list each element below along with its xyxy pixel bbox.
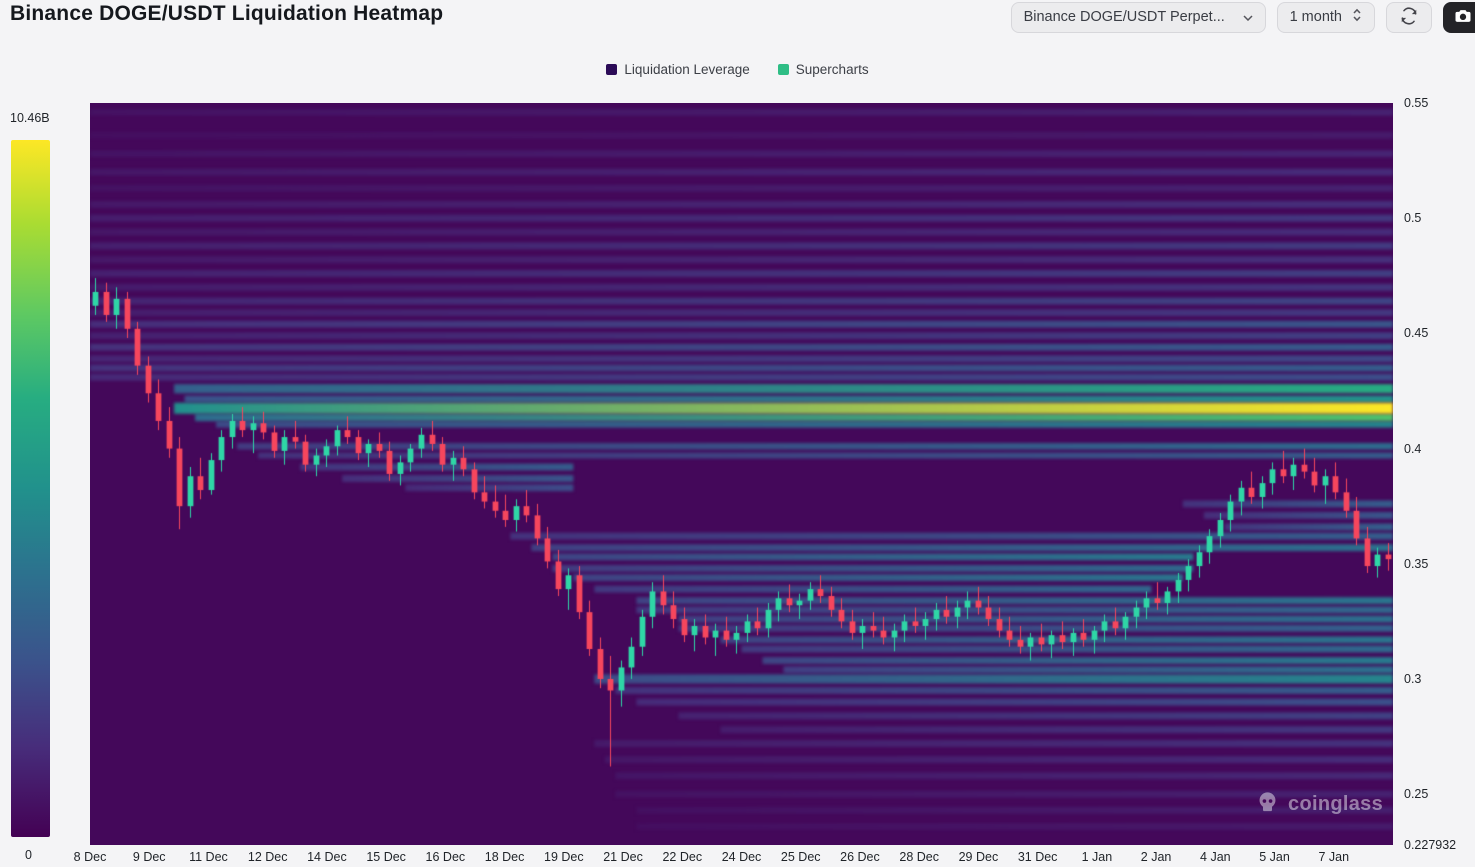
x-axis-label: 25 Dec bbox=[780, 850, 821, 864]
x-axis-label: 12 Dec bbox=[247, 850, 288, 864]
heatmap-chart: coinglass bbox=[90, 103, 1393, 845]
legend-swatch-liquidation bbox=[606, 64, 618, 75]
x-axis-label: 31 Dec bbox=[1017, 850, 1058, 864]
y-axis-label: 0.45 bbox=[1404, 326, 1429, 341]
range-select[interactable]: 1 month bbox=[1276, 1, 1375, 33]
legend-label: Liquidation Leverage bbox=[624, 62, 750, 77]
x-axis-label: 26 Dec bbox=[840, 850, 880, 864]
y-axis-label: 0.227932 bbox=[1404, 838, 1457, 852]
x-axis-label: 7 Jan bbox=[1318, 850, 1350, 864]
x-axis-label: 11 Dec bbox=[189, 850, 228, 864]
legend-item-supercharts[interactable]: Supercharts bbox=[777, 62, 869, 77]
x-axis-label: 14 Dec bbox=[307, 850, 347, 864]
refresh-icon bbox=[1398, 5, 1420, 30]
x-axis-label: 28 Dec bbox=[899, 850, 939, 864]
camera-button[interactable] bbox=[1443, 1, 1475, 33]
legend-item-liquidation-leverage[interactable]: Liquidation Leverage bbox=[606, 62, 750, 77]
y-axis-label: 0.25 bbox=[1404, 787, 1429, 802]
pair-select-value: Binance DOGE/USDT Perpet... bbox=[1023, 9, 1225, 25]
x-axis-label: 15 Dec bbox=[366, 850, 406, 864]
x-axis-label: 22 Dec bbox=[662, 850, 703, 864]
colorbar-max-label: 10.46B bbox=[10, 111, 50, 125]
legend-swatch-supercharts bbox=[777, 64, 789, 75]
x-axis-label: 9 Dec bbox=[132, 850, 166, 864]
x-axis-label: 4 Jan bbox=[1200, 850, 1231, 864]
y-axis-label: 0.3 bbox=[1404, 671, 1422, 686]
x-axis: 8 Dec 9 Dec 11 Dec 12 Dec 14 Dec 15 Dec 16 Dec… bbox=[74, 850, 1393, 867]
x-axis-label: 5 Jan bbox=[1259, 850, 1290, 864]
colorbar-min-label: 0 bbox=[25, 848, 32, 862]
camera-icon bbox=[1453, 6, 1473, 29]
pair-select[interactable]: Binance DOGE/USDT Perpet... bbox=[1010, 1, 1266, 33]
x-axis-label: 16 Dec bbox=[425, 850, 466, 864]
colorbar bbox=[11, 140, 50, 837]
x-axis-label: 1 Jan bbox=[1081, 850, 1113, 864]
refresh-button[interactable] bbox=[1386, 1, 1432, 33]
y-axis: 0.55 0.5 0.45 0.4 0.35 0.3 0.25 0.227932 bbox=[1402, 96, 1474, 852]
toolbar: Binance DOGE/USDT Perpet... 1 month bbox=[1010, 0, 1475, 34]
legend: Liquidation Leverage Supercharts bbox=[0, 62, 1475, 77]
x-axis-label: 18 Dec bbox=[484, 850, 525, 864]
chevron-down-icon bbox=[1243, 9, 1253, 25]
x-axis-label: 29 Dec bbox=[958, 850, 999, 864]
y-axis-label: 0.4 bbox=[1404, 441, 1422, 456]
x-axis-label: 21 Dec bbox=[603, 850, 643, 864]
y-axis-label: 0.35 bbox=[1404, 556, 1429, 571]
legend-label: Supercharts bbox=[795, 62, 869, 77]
stepper-icon bbox=[1352, 7, 1362, 27]
y-axis-label: 0.5 bbox=[1404, 211, 1422, 226]
liquidation-heatmap-canvas[interactable] bbox=[90, 103, 1393, 845]
x-axis-label: 24 Dec bbox=[721, 850, 762, 864]
x-axis-label: 8 Dec bbox=[73, 850, 107, 864]
range-select-value: 1 month bbox=[1289, 9, 1342, 25]
page-title: Binance DOGE/USDT Liquidation Heatmap bbox=[10, 2, 444, 25]
x-axis-label: 19 Dec bbox=[544, 850, 584, 864]
y-axis-label: 0.55 bbox=[1404, 96, 1429, 110]
x-axis-label: 2 Jan bbox=[1140, 850, 1172, 864]
